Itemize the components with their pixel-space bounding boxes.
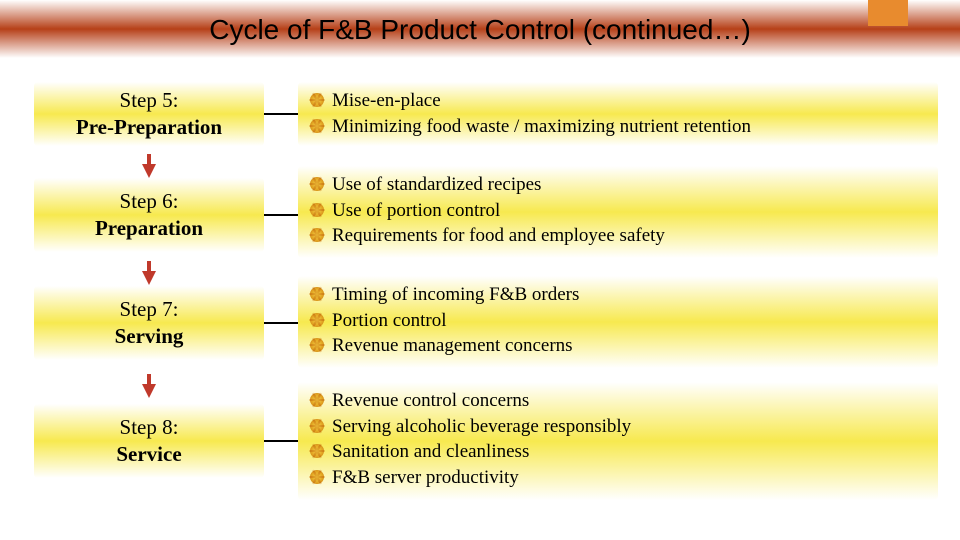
connector-line <box>264 322 298 324</box>
connector-line <box>264 113 298 115</box>
step-subtitle: Service <box>34 441 264 468</box>
detail-item: Revenue management concerns <box>308 333 928 359</box>
step-title: Step 7: <box>34 296 264 323</box>
detail-item: F&B server productivity <box>308 465 928 491</box>
detail-item: Requirements for food and employee safet… <box>308 223 928 249</box>
detail-box-5: Mise-en-placeMinimizing food waste / max… <box>298 82 938 146</box>
detail-item: Mise-en-place <box>308 88 928 114</box>
detail-item: Revenue control concerns <box>308 388 928 414</box>
detail-box-7: Timing of incoming F&B ordersPortion con… <box>298 276 938 368</box>
detail-box-6: Use of standardized recipesUse of portio… <box>298 166 938 258</box>
step-subtitle: Serving <box>34 323 264 350</box>
detail-item: Portion control <box>308 308 928 334</box>
step-title: Step 8: <box>34 414 264 441</box>
detail-box-8: Revenue control concernsServing alcoholi… <box>298 382 938 500</box>
step-box-6: Step 6:Preparation <box>34 178 264 252</box>
arrow-down-icon <box>142 271 156 285</box>
detail-item: Sanitation and cleanliness <box>308 439 928 465</box>
detail-item: Use of standardized recipes <box>308 172 928 198</box>
detail-item: Use of portion control <box>308 198 928 224</box>
connector-line <box>264 214 298 216</box>
detail-item: Serving alcoholic beverage responsibly <box>308 414 928 440</box>
step-title: Step 5: <box>34 87 264 114</box>
page-title: Cycle of F&B Product Control (continued…… <box>0 14 960 46</box>
connector-line <box>264 440 298 442</box>
arrow-down-icon <box>142 164 156 178</box>
step-box-7: Step 7:Serving <box>34 286 264 360</box>
step-title: Step 6: <box>34 188 264 215</box>
step-subtitle: Preparation <box>34 215 264 242</box>
arrow-down-icon <box>142 384 156 398</box>
step-subtitle: Pre-Preparation <box>34 114 264 141</box>
detail-item: Timing of incoming F&B orders <box>308 282 928 308</box>
step-box-5: Step 5:Pre-Preparation <box>34 82 264 146</box>
step-box-8: Step 8:Service <box>34 404 264 478</box>
detail-item: Minimizing food waste / maximizing nutri… <box>308 114 928 140</box>
